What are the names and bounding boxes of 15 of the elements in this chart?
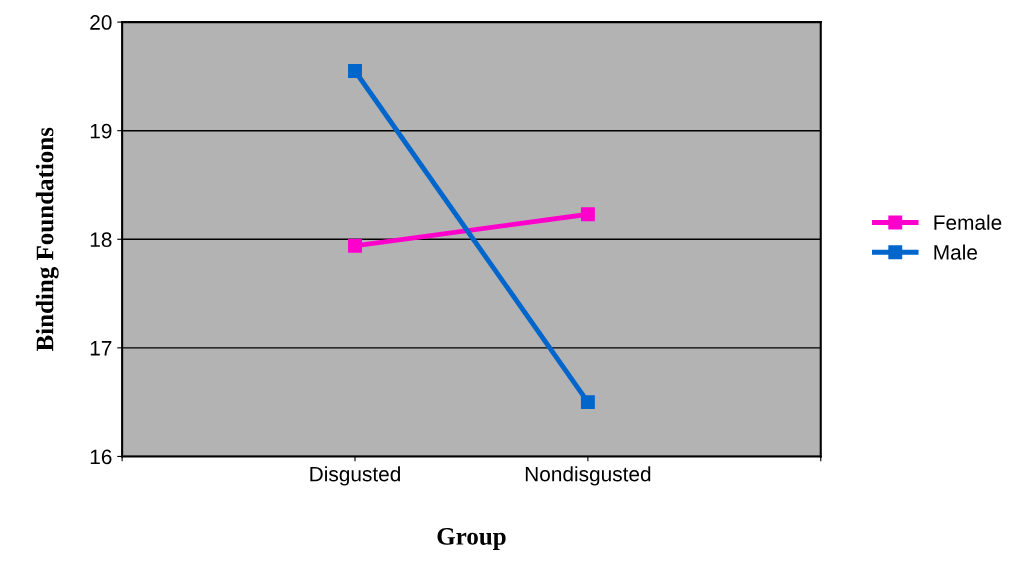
y-tick-label: 18 (90, 232, 112, 248)
point (580, 207, 595, 222)
point (348, 238, 362, 253)
point (580, 395, 595, 410)
legend-label: Female (934, 214, 1002, 230)
point (348, 64, 362, 78)
y-tick-label: 17 (90, 341, 112, 356)
y-tick-label: 19 (90, 123, 112, 139)
y-tick-label: 16 (90, 449, 112, 465)
y-tick-label: 20 (90, 15, 112, 30)
y-axis-title: Binding Foundations (35, 127, 59, 352)
x-tick-label: Nondisgusted (525, 466, 651, 486)
x-axis-title: Group (437, 528, 506, 550)
x-tick-label: Disgusted (310, 466, 400, 486)
legend-label: Male (934, 244, 977, 260)
